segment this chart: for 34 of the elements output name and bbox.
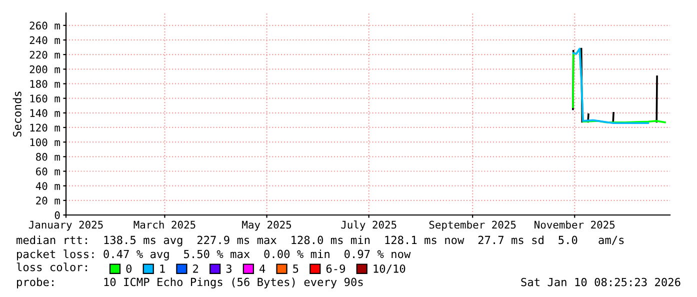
x-tick-label: March 2025 bbox=[134, 220, 196, 229]
text: probe: 10 ICMP Echo Pings (56 Bytes) every 90s bbox=[17, 278, 363, 288]
legend-title: loss color: bbox=[16, 262, 87, 272]
x-tick-label: July 2025 bbox=[341, 220, 396, 231]
text: packet loss: 0.47 % avg 5.50 % max 0.00 % min 0.97 % now bbox=[17, 250, 411, 260]
legend-label: 4 bbox=[260, 264, 266, 273]
legend-label: 5 bbox=[293, 264, 298, 273]
y-tick-label: 160 m bbox=[30, 94, 60, 102]
x-tick-label: January 2025 bbox=[28, 220, 103, 231]
y-tick-label: 120 m bbox=[30, 124, 60, 132]
y-tick-label: 220 m bbox=[30, 50, 60, 59]
y-tick-label: 100 m bbox=[30, 138, 60, 146]
y-tick-label: 200 m bbox=[30, 65, 60, 74]
legend-label: 6-9 bbox=[326, 264, 346, 273]
x-tick-label: May 2025 bbox=[242, 220, 292, 231]
x-tick-label: September 2025 bbox=[429, 220, 516, 231]
legend-label: 3 bbox=[226, 264, 232, 273]
text: Sat Jan 10 08:25:23 2026 bbox=[521, 278, 680, 286]
y-tick-label: 40 m bbox=[36, 182, 60, 190]
legend-label: 2 bbox=[193, 264, 198, 273]
y-tick-label: 240 m bbox=[30, 36, 60, 44]
y-tick-label: 260 m bbox=[30, 22, 60, 30]
x-tick-label: November 2025 bbox=[534, 220, 615, 229]
legend-label: 1 bbox=[160, 264, 165, 273]
text: median rtt: 138.5 ms avg 227.9 ms max 128.0 ms min 128.1 ms now 27.7 ms sd 5.0 am/s bbox=[16, 236, 624, 246]
y-tick-label: 60 m bbox=[36, 168, 60, 176]
y-tick-label: 80 m bbox=[36, 152, 60, 161]
y-tick-label: 0 bbox=[54, 211, 60, 220]
legend-label: 10/10 bbox=[374, 264, 406, 274]
y-tick-label: 180 m bbox=[30, 80, 60, 88]
y-axis-title: Seconds bbox=[12, 92, 22, 137]
legend-label: 0 bbox=[126, 264, 132, 273]
y-tick-label: 140 m bbox=[30, 109, 60, 118]
y-tick-label: 20 m bbox=[36, 196, 60, 205]
